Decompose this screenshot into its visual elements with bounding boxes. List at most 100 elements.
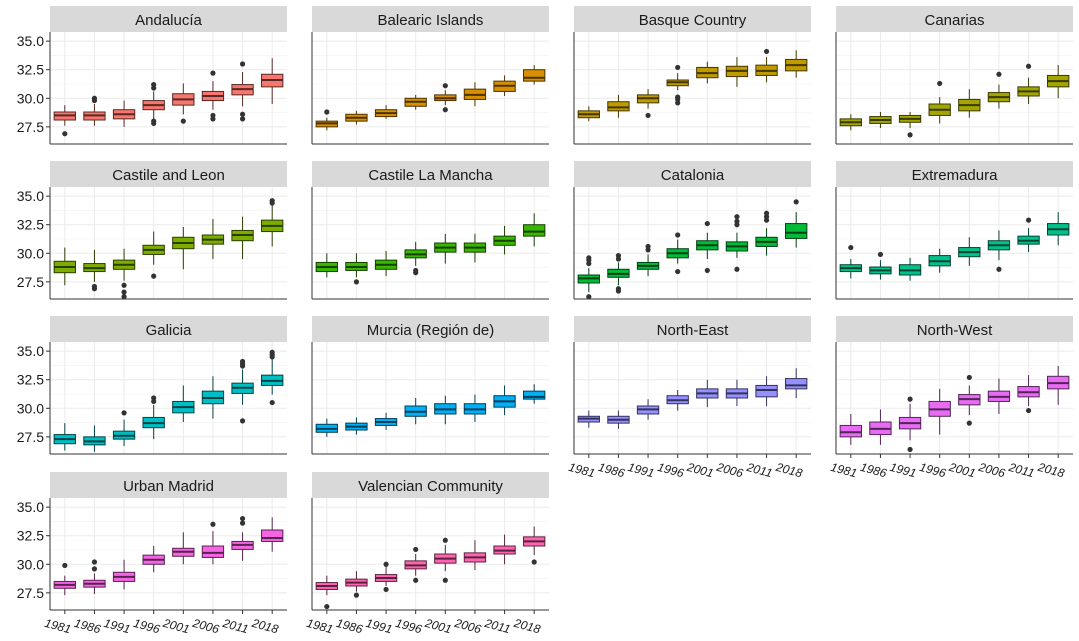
x-tick-label: 2011 <box>1006 460 1036 480</box>
x-tick-label: 1986 <box>859 460 889 481</box>
outlier-point <box>91 95 98 101</box>
x-tick-label: 2001 <box>423 616 453 637</box>
outlier-point <box>210 521 216 527</box>
outlier-point <box>151 81 157 88</box>
panel-background <box>836 342 1073 454</box>
box-iqr <box>523 69 546 82</box>
outlier-point <box>62 131 68 137</box>
x-tick-label: 2001 <box>685 460 715 481</box>
outlier-point <box>763 48 770 55</box>
facet-strip <box>312 6 549 32</box>
outlier-point <box>239 61 246 67</box>
outlier-point <box>937 80 943 87</box>
y-tick-label: 27.5 <box>17 585 44 601</box>
outlier-point <box>675 64 681 71</box>
facet-title: Galicia <box>146 322 193 339</box>
y-tick-label: 30.0 <box>17 245 44 261</box>
x-tick-label: 2006 <box>452 616 483 637</box>
facet-strip <box>574 6 811 32</box>
outlier-point <box>645 243 651 250</box>
box-iqr <box>785 378 808 390</box>
outlier-point <box>383 586 389 593</box>
facet-strip <box>312 472 549 498</box>
outlier-point <box>877 251 884 258</box>
outlier-point <box>907 132 913 138</box>
x-tick-label: 1981 <box>829 460 858 480</box>
facet-strip <box>50 472 287 498</box>
facet-strip <box>836 161 1073 187</box>
outlier-point <box>151 273 157 279</box>
outlier-point <box>966 420 972 426</box>
outlier-point <box>793 199 799 205</box>
outlier-point <box>324 603 330 610</box>
outlier-point <box>91 283 98 290</box>
x-tick-label: 1996 <box>394 616 424 637</box>
outlier-point <box>1025 217 1032 223</box>
outlier-point <box>269 198 275 204</box>
y-tick-label: 32.5 <box>17 372 44 388</box>
outlier-point <box>413 267 419 274</box>
facet-title: North-West <box>917 322 993 339</box>
outlier-point <box>734 214 740 220</box>
outlier-point <box>907 446 913 453</box>
outlier-point <box>269 399 275 406</box>
box-iqr <box>785 223 808 239</box>
box-iqr <box>607 101 630 112</box>
x-tick-label: 1986 <box>597 460 627 481</box>
outlier-point <box>353 279 360 285</box>
outlier-point <box>1025 407 1032 414</box>
x-tick-label: 1996 <box>132 616 162 637</box>
facet-strip <box>312 316 549 342</box>
outlier-point <box>91 559 98 565</box>
x-tick-label: 2006 <box>714 460 745 481</box>
outlier-point <box>734 218 740 224</box>
panel-background <box>574 32 811 144</box>
facet-title: Canarias <box>924 12 984 29</box>
outlier-point <box>210 112 216 119</box>
outlier-point <box>615 252 622 259</box>
facet-title: Valencian Community <box>358 478 503 495</box>
outlier-point <box>353 592 360 598</box>
outlier-point <box>239 116 246 122</box>
facet-title: Catalonia <box>661 167 725 184</box>
facet-strip <box>836 316 1073 342</box>
box-iqr <box>523 390 546 400</box>
x-tick-label: 1981 <box>305 616 334 636</box>
outlier-point <box>704 220 710 227</box>
y-tick-label: 35.0 <box>17 499 44 515</box>
outlier-point <box>121 294 127 300</box>
outlier-point <box>239 111 246 117</box>
outlier-point <box>413 546 419 553</box>
facet-strip <box>50 316 287 342</box>
facet-strip <box>574 316 811 342</box>
outlier-point <box>996 266 1002 272</box>
outlier-point <box>675 94 681 100</box>
outlier-point <box>586 255 592 261</box>
outlier-point <box>442 83 448 89</box>
facet-title: Murcia (Región de) <box>367 322 495 339</box>
outlier-point <box>413 577 419 583</box>
outlier-point <box>966 374 972 381</box>
outlier-point <box>324 109 330 115</box>
x-tick-label: 2011 <box>482 616 512 636</box>
outlier-point <box>62 562 68 569</box>
box-iqr <box>261 529 284 542</box>
outlier-point <box>442 537 448 543</box>
outlier-point <box>996 71 1002 77</box>
box-iqr <box>755 384 778 398</box>
outlier-point <box>121 289 127 295</box>
box-iqr <box>201 545 225 558</box>
outlier-point <box>675 232 681 238</box>
outlier-point <box>269 349 275 355</box>
facet-strip <box>312 161 549 187</box>
outlier-point <box>151 118 157 124</box>
panel-background <box>50 342 287 454</box>
x-tick-label: 1996 <box>656 460 686 481</box>
panel-background <box>574 342 811 454</box>
outlier-point <box>531 559 537 565</box>
outlier-point <box>645 112 651 119</box>
x-tick-label: 2018 <box>250 616 281 637</box>
x-tick-label: 1991 <box>888 460 917 480</box>
panel-background <box>50 498 287 610</box>
